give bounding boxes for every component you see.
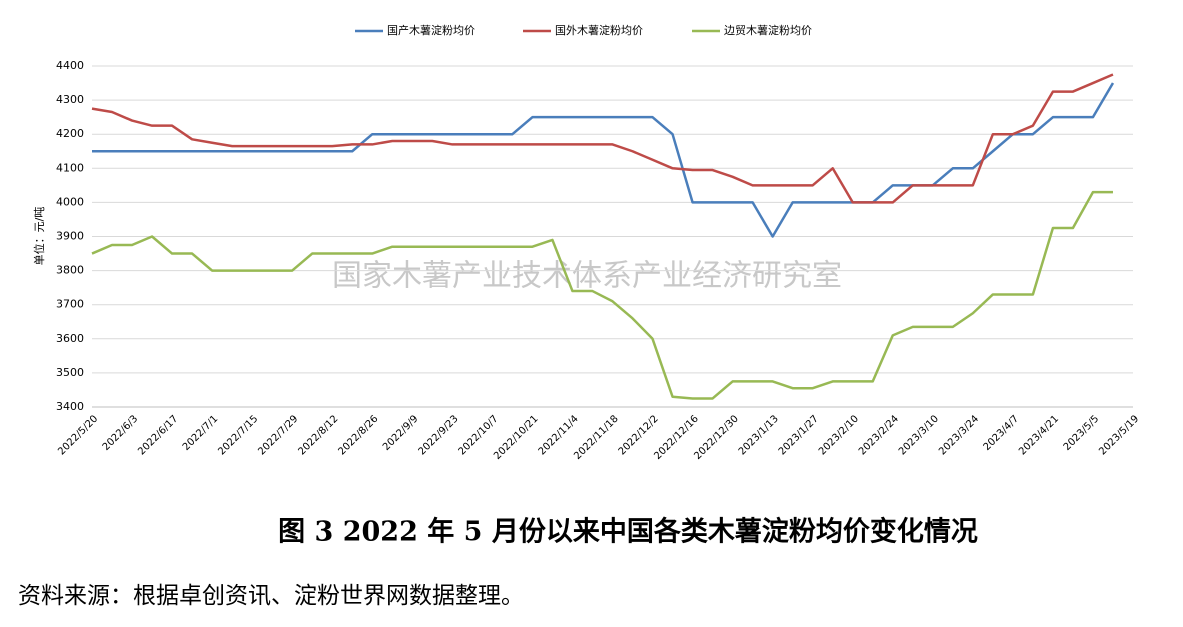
y-tick-label: 3700	[56, 298, 84, 311]
x-tick-label: 2023/3/24	[937, 413, 981, 457]
y-tick-label: 4100	[56, 161, 84, 174]
series-line	[91, 73, 1114, 204]
x-tick-label: 2023/1/27	[777, 413, 821, 457]
legend-label: 国产木薯淀粉均价	[387, 23, 475, 37]
x-tick-label: 2023/5/19	[1097, 413, 1141, 457]
y-tick-label: 4300	[56, 93, 84, 106]
y-tick-label: 4200	[56, 127, 84, 140]
y-tick-label: 4000	[56, 195, 84, 208]
x-tick-label: 2023/1/13	[737, 413, 781, 457]
x-tick-label: 2022/8/12	[296, 413, 340, 457]
legend-label: 国外木薯淀粉均价	[555, 23, 643, 37]
y-tick-label: 3900	[56, 230, 84, 243]
legend-label: 边贸木薯淀粉均价	[724, 23, 812, 37]
x-tick-label: 2022/9/23	[417, 413, 461, 457]
x-tick-label: 2022/6/17	[136, 413, 180, 457]
x-tick-label: 2022/7/29	[256, 413, 300, 457]
series-line	[91, 190, 1113, 400]
x-tick-label: 2022/5/20	[56, 413, 100, 457]
series-line	[92, 82, 1115, 238]
x-tick-label: 2022/6/3	[101, 413, 141, 453]
y-tick-label: 3400	[56, 400, 84, 413]
x-tick-label: 2023/4/21	[1017, 413, 1061, 457]
watermark: 国家木薯产业技术体系产业经济研究室	[332, 259, 842, 294]
x-tick-label: 2022/7/1	[181, 413, 221, 453]
x-tick-label: 2023/4/7	[982, 413, 1022, 453]
x-tick-label: 2022/11/4	[537, 413, 581, 457]
y-tick-label: 3500	[56, 366, 84, 379]
y-tick-label: 4400	[56, 59, 84, 72]
x-tick-label: 2022/12/2	[617, 413, 661, 457]
x-tick-label: 2022/10/7	[457, 413, 501, 457]
caption: 图 3 2022 年 5 月份以来中国各类木薯淀粉均价变化情况	[278, 516, 978, 548]
source: 资料来源：根据卓创资讯、淀粉世界网数据整理。	[18, 583, 524, 609]
y-axis-label: 单位：元/吨	[32, 207, 46, 266]
x-tick-label: 2022/9/9	[381, 413, 421, 453]
x-tick-label: 2023/2/10	[817, 413, 861, 457]
x-tick-label: 2023/3/10	[897, 413, 941, 457]
y-tick-label: 3800	[56, 264, 84, 277]
x-tick-label: 2023/2/24	[857, 413, 901, 457]
x-tick-label: 2022/8/26	[336, 413, 380, 457]
y-tick-label: 3600	[56, 332, 84, 345]
x-tick-label: 2022/7/15	[216, 413, 260, 457]
x-tick-label: 2023/5/5	[1062, 413, 1102, 453]
